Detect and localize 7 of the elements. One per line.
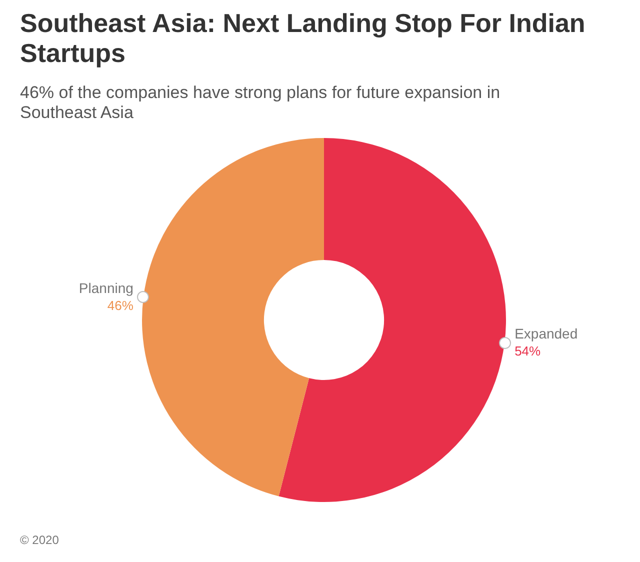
chart-subtitle: 46% of the companies have strong plans for future expansion in Southeast Asia bbox=[20, 83, 502, 123]
slice-label: Expanded bbox=[514, 326, 578, 342]
text: © 2020 bbox=[20, 532, 59, 548]
data-label: 54% bbox=[514, 343, 542, 358]
slice-label: Planning bbox=[78, 280, 134, 296]
data-label: 46% bbox=[107, 298, 134, 313]
chart-title: Southeast Asia: Next Landing Stop For Indian Startups bbox=[20, 8, 586, 68]
